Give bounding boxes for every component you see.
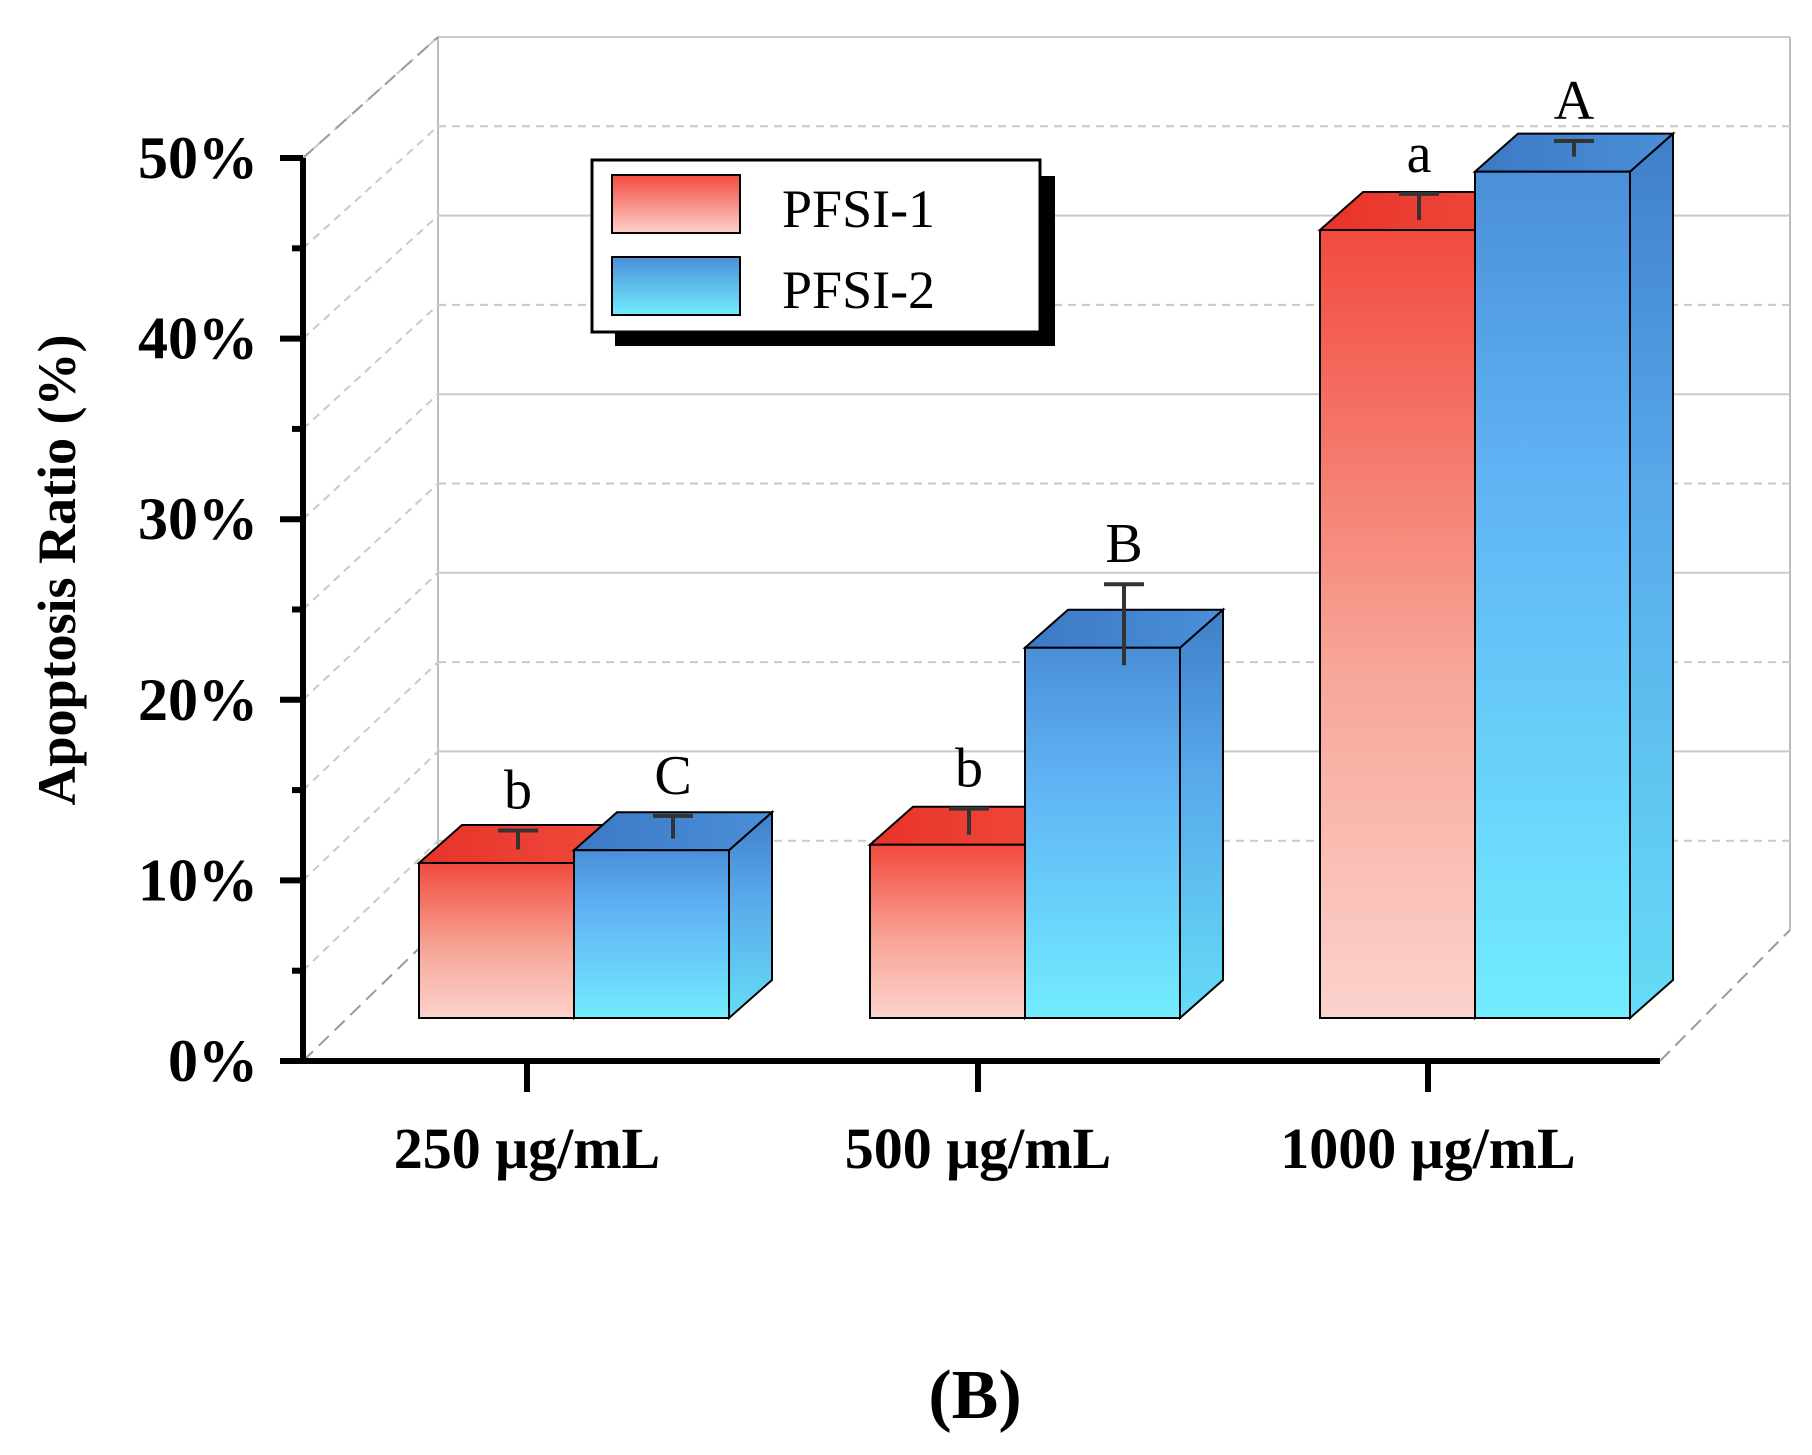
significance-label: b: [955, 738, 983, 800]
legend-swatch-pfsi-2: [611, 256, 741, 316]
grid-depth-line: [302, 839, 439, 972]
grid-depth-line: [302, 304, 439, 430]
significance-label: a: [1407, 123, 1432, 185]
grid-depth-line: [302, 661, 439, 791]
x-axis-depth-edge: [1659, 929, 1791, 1062]
top-depth-line: [302, 36, 439, 159]
grid-depth-line: [302, 214, 439, 340]
y-tick-label: 0%: [168, 1028, 258, 1094]
bar-side: [1629, 131, 1674, 1021]
legend: PFSI-1 PFSI-2: [590, 158, 1055, 346]
x-tick-label: 500 μg/mL: [845, 1116, 1112, 1181]
legend-label-pfsi-2: PFSI-2: [782, 260, 935, 320]
floor-depth-line: [302, 929, 439, 1062]
bar-front: [573, 849, 730, 1020]
bar-front: [869, 843, 1026, 1019]
grid-depth-line: [302, 125, 439, 250]
bar-pfsi-2-1: B: [1022, 513, 1226, 1021]
y-tick-label: 40%: [138, 306, 258, 372]
panel-label: (B): [928, 1357, 1021, 1434]
bar-front: [1024, 646, 1181, 1020]
x-axis-ticks: 250 μg/mL 500 μg/mL 1000 μg/mL: [394, 1061, 1576, 1181]
y-tick-label: 50%: [138, 125, 258, 191]
significance-label: C: [654, 745, 691, 807]
grid-depth-line: [302, 393, 439, 520]
bar-front: [418, 861, 575, 1020]
x-tick-label: 250 μg/mL: [394, 1116, 661, 1181]
legend-swatch-pfsi-1: [611, 174, 741, 234]
bar-front: [1474, 170, 1631, 1019]
bar-side: [1179, 607, 1224, 1021]
y-tick-label: 10%: [138, 847, 258, 913]
grid-depth-line: [302, 750, 439, 882]
grid-depth-line: [302, 482, 439, 611]
significance-label: A: [1554, 70, 1595, 132]
y-tick-label: 20%: [138, 667, 258, 733]
y-tick-label: 30%: [138, 486, 258, 552]
legend-label-pfsi-1: PFSI-1: [782, 179, 935, 239]
significance-label: b: [504, 759, 532, 821]
significance-label: B: [1105, 513, 1142, 575]
y-axis-ticks: 0% 10% 20% 30% 40% 50%: [138, 125, 303, 1094]
x-tick-label: 1000 μg/mL: [1280, 1116, 1576, 1181]
y-axis-label: Apoptosis Ratio (%): [27, 334, 87, 805]
bar-pfsi-2-0: C: [571, 745, 775, 1021]
grid-depth-line: [302, 572, 439, 701]
bar-pfsi-2-2: A: [1472, 70, 1676, 1021]
bar-front: [1319, 229, 1476, 1020]
